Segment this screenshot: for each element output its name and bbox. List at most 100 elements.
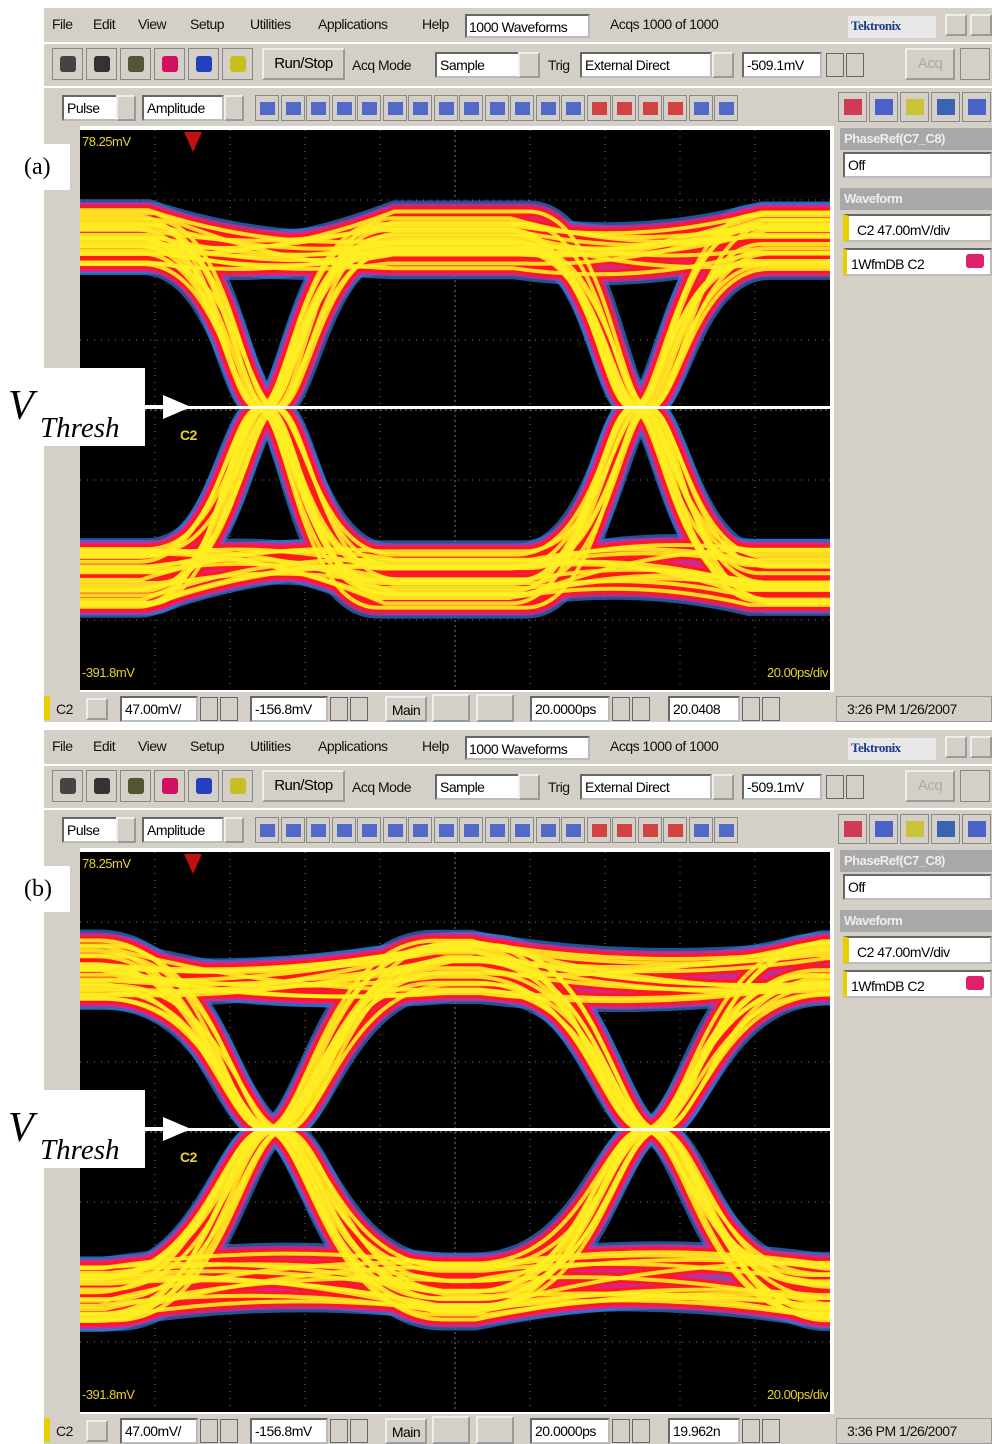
spin-button[interactable] [632, 697, 650, 721]
spin-button[interactable] [350, 697, 368, 721]
view-tab[interactable] [900, 814, 929, 844]
spin-button[interactable] [846, 775, 864, 799]
measurement-button[interactable] [281, 95, 305, 121]
tool-button[interactable] [120, 48, 151, 80]
measurement-button[interactable] [536, 95, 560, 121]
measurement-button[interactable] [612, 95, 636, 121]
spin-button[interactable] [220, 697, 238, 721]
tool-button[interactable] [52, 48, 83, 80]
measurement-button[interactable] [255, 95, 279, 121]
view-tab[interactable] [838, 814, 867, 844]
dropdown-button[interactable] [224, 817, 244, 843]
measurement-button[interactable] [714, 817, 738, 843]
dropdown-button[interactable] [518, 774, 540, 800]
horizontal-scale-field[interactable]: 20.0000ps [530, 1418, 610, 1444]
channel-scale-entry[interactable]: C2 47.00mV/div [843, 214, 992, 242]
measurement-button[interactable] [689, 95, 713, 121]
zoom-out-button[interactable] [476, 694, 514, 722]
phase-ref-value[interactable]: Off [843, 152, 992, 178]
measurement-button[interactable] [332, 95, 356, 121]
minimize-button[interactable] [945, 736, 967, 758]
help-button[interactable] [960, 770, 990, 802]
dropdown-button[interactable] [518, 52, 540, 78]
spin-grid-button[interactable] [826, 775, 844, 799]
measurement-button[interactable] [510, 817, 534, 843]
help-button[interactable] [960, 48, 990, 80]
spin-button[interactable] [846, 53, 864, 77]
view-tab[interactable] [962, 92, 991, 122]
measurement-button[interactable] [714, 95, 738, 121]
spin-button[interactable] [350, 1419, 368, 1443]
minimize-button[interactable] [945, 14, 967, 36]
zoom-out-button[interactable] [476, 1416, 514, 1444]
measurement-button[interactable] [638, 817, 662, 843]
measurement-button[interactable] [434, 95, 458, 121]
zoom-in-button[interactable] [432, 694, 470, 722]
measurement-button[interactable] [383, 817, 407, 843]
measurement-button[interactable] [357, 95, 381, 121]
spin-grid-button[interactable] [200, 1419, 218, 1443]
measurement-button[interactable] [408, 817, 432, 843]
trig-select[interactable]: External Direct [580, 52, 712, 78]
channel-scale-entry[interactable]: C2 47.00mV/div [843, 936, 992, 964]
acq-button[interactable]: Acq [905, 770, 955, 802]
spin-grid-button[interactable] [742, 697, 760, 721]
view-tab[interactable] [900, 92, 929, 122]
acq-button[interactable]: Acq [905, 48, 955, 80]
view-tab[interactable] [931, 92, 960, 122]
tool-button[interactable] [222, 770, 253, 802]
acq-mode-select[interactable]: Sample [435, 774, 520, 800]
vertical-scale-field[interactable]: 47.00mV/ [120, 1418, 198, 1444]
run-stop-button[interactable]: Run/Stop [262, 48, 345, 80]
measurement-button[interactable] [485, 817, 509, 843]
view-tab[interactable] [869, 814, 898, 844]
measurement-button[interactable] [408, 95, 432, 121]
spin-grid-button[interactable] [612, 1419, 630, 1443]
tool-button[interactable] [86, 770, 117, 802]
trig-level-field[interactable]: -509.1mV [742, 52, 822, 78]
measurement-button[interactable] [663, 95, 687, 121]
dropdown-button[interactable] [116, 817, 136, 843]
measurement-button[interactable] [587, 817, 611, 843]
menu-item[interactable]: Applications [318, 17, 413, 35]
spin-button[interactable] [632, 1419, 650, 1443]
measurement-button[interactable] [638, 95, 662, 121]
measurement-button[interactable] [434, 817, 458, 843]
dropdown-button[interactable] [712, 774, 734, 800]
view-tab[interactable] [838, 92, 867, 122]
measurement-button[interactable] [459, 95, 483, 121]
measurement-select[interactable]: Amplitude [142, 95, 224, 121]
tool-button[interactable] [188, 48, 219, 80]
spin-grid-button[interactable] [330, 1419, 348, 1443]
close-button[interactable] [970, 14, 992, 36]
measurement-select[interactable]: Amplitude [142, 817, 224, 843]
measurement-button[interactable] [561, 95, 585, 121]
tool-button[interactable] [222, 48, 253, 80]
menu-item[interactable]: Applications [318, 739, 413, 757]
measurement-button[interactable] [689, 817, 713, 843]
horizontal-position-field[interactable]: 20.0408 [668, 696, 740, 722]
dropdown-button[interactable] [224, 95, 244, 121]
measurement-button[interactable] [306, 95, 330, 121]
spin-grid-button[interactable] [742, 1419, 760, 1443]
horizontal-position-field[interactable]: 19.962n [668, 1418, 740, 1444]
spin-button[interactable] [762, 697, 780, 721]
measurement-button[interactable] [459, 817, 483, 843]
measurement-type-select[interactable]: Pulse [62, 817, 118, 843]
zoom-in-button[interactable] [432, 1416, 470, 1444]
view-tab[interactable] [869, 92, 898, 122]
measurement-button[interactable] [281, 817, 305, 843]
dropdown-button[interactable] [116, 95, 136, 121]
tool-button[interactable] [52, 770, 83, 802]
view-tab[interactable] [931, 814, 960, 844]
spin-button[interactable] [220, 1419, 238, 1443]
measurement-type-select[interactable]: Pulse [62, 95, 118, 121]
measurement-button[interactable] [536, 817, 560, 843]
view-tab[interactable] [962, 814, 991, 844]
main-button[interactable]: Main [385, 696, 427, 722]
horizontal-scale-field[interactable]: 20.0000ps [530, 696, 610, 722]
measurement-button[interactable] [306, 817, 330, 843]
dropdown-button[interactable] [712, 52, 734, 78]
measurement-button[interactable] [332, 817, 356, 843]
spin-grid-button[interactable] [200, 697, 218, 721]
